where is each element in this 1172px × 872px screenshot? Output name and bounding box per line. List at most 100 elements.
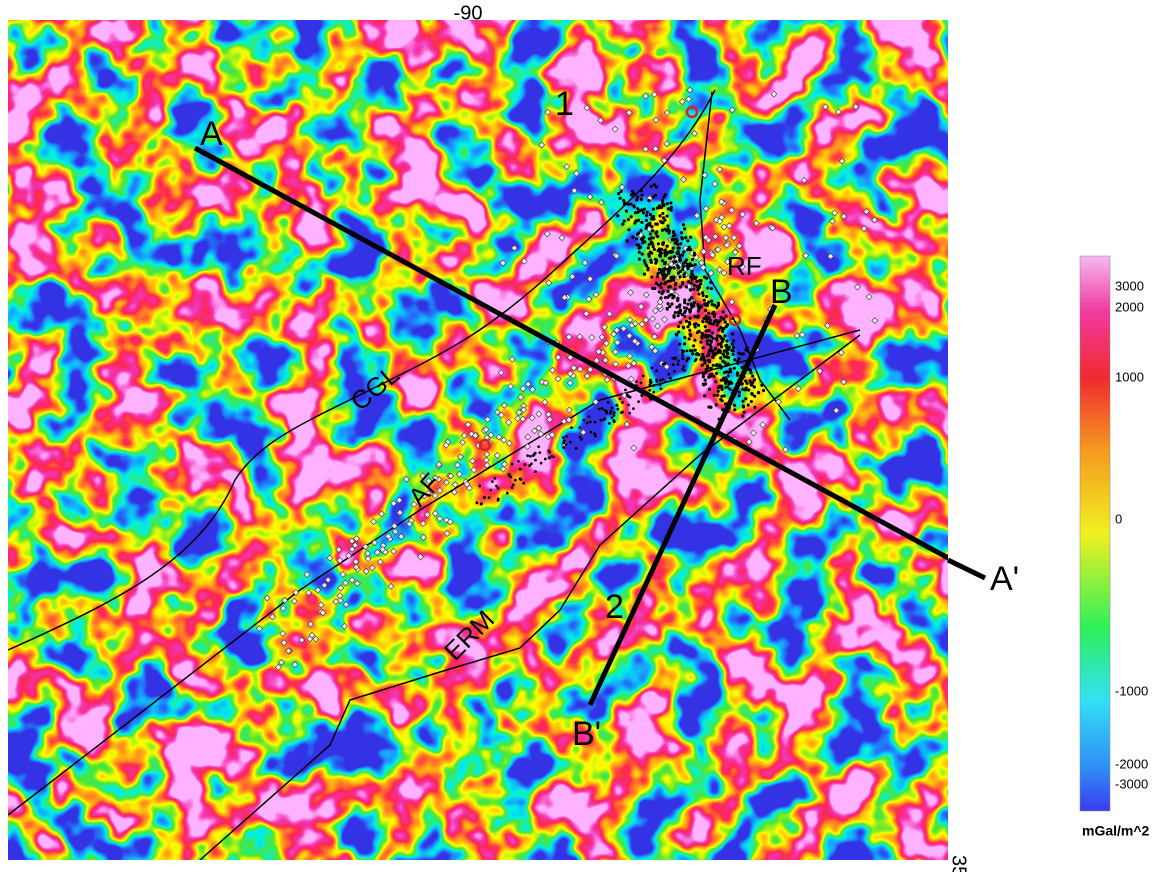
event-dot [669,285,672,288]
event-dot [757,391,760,394]
event-dot [726,385,729,388]
event-dot [738,394,741,397]
event-dot [638,251,641,254]
event-dot [646,268,649,271]
event-dot [729,368,732,371]
event-dot [491,480,494,483]
event-dot [661,202,664,205]
event-dot [526,454,529,457]
event-dot [693,301,696,304]
event-dot [666,251,669,254]
event-dot [673,370,676,373]
event-dot [708,388,711,391]
event-dot [678,305,681,308]
event-dot [703,394,706,397]
event-dot [640,198,643,201]
anomaly-label: 2 [605,588,624,626]
event-dot [631,236,634,239]
event-dot [654,262,657,265]
event-dot [712,364,715,367]
event-dot [722,310,725,313]
colorbar-tick-label: 2000 [1115,299,1144,314]
event-dot [579,436,582,439]
event-dot [659,282,662,285]
event-dot [690,304,693,307]
event-dot [679,321,682,324]
event-dot [672,314,675,317]
event-dot [616,408,619,411]
event-dot [733,358,736,361]
event-dot [685,349,688,352]
event-dot [626,203,629,206]
event-dot [660,252,663,255]
event-dot [650,276,653,279]
event-dot [652,391,655,394]
profile-a-end [948,560,985,578]
event-dot [667,373,670,376]
event-dot [635,237,638,240]
event-dot [700,336,703,339]
event-dot [637,247,640,250]
event-dot [697,330,700,333]
event-dot [662,378,665,381]
event-dot [718,385,721,388]
event-dot [689,332,692,335]
event-dot [701,291,704,294]
event-dot [578,426,581,429]
event-dot [717,390,720,393]
event-dot [613,414,616,417]
event-dot [603,409,606,412]
event-dot [666,224,669,227]
event-dot [711,351,714,354]
event-dot [637,231,640,234]
event-dot [678,258,681,261]
event-dot [650,261,653,264]
event-dot [655,378,658,381]
event-dot [673,255,676,258]
event-dot [704,325,707,328]
event-dot [476,501,479,504]
event-dot [707,405,710,408]
event-dot [694,263,697,266]
event-dot [639,229,642,232]
event-dot [635,380,638,383]
event-dot [643,208,646,211]
event-dot [701,320,704,323]
event-dot [514,479,517,482]
event-dot [650,225,653,228]
event-dot [731,353,734,356]
event-dot [642,374,645,377]
event-dot [660,206,663,209]
event-dot [655,369,658,372]
colorbar [1080,256,1110,811]
event-dot [711,337,714,340]
event-dot [727,382,730,385]
event-dot [662,196,665,199]
anomaly-label: 1 [555,85,574,123]
event-dot [661,243,664,246]
event-dot [749,371,752,374]
event-dot [534,470,537,473]
event-dot [599,419,602,422]
event-dot [653,384,656,387]
event-dot [722,317,725,320]
event-dot [511,486,514,489]
event-dot [711,331,714,334]
event-dot [633,221,636,224]
event-dot [689,288,692,291]
event-dot [645,224,648,227]
event-dot [712,356,715,359]
event-dot [628,412,631,415]
event-dot [733,404,736,407]
event-dot [645,219,648,222]
event-dot [683,369,686,372]
event-dot [650,185,653,188]
event-dot [722,353,725,356]
event-dot [683,272,686,275]
event-dot [686,325,689,328]
event-dot [724,382,727,385]
event-dot [703,299,706,302]
event-dot [636,211,639,214]
event-dot [715,403,718,406]
event-dot [636,207,639,210]
